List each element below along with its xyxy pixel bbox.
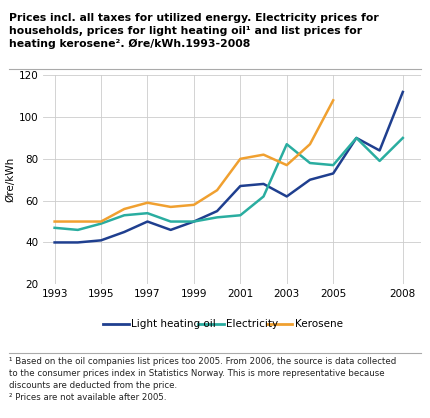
Kerosene xyxy=(52,219,57,224)
Light heating oil xyxy=(377,148,382,153)
Light heating oil xyxy=(238,184,243,189)
Kerosene xyxy=(215,188,220,193)
Electricity xyxy=(98,221,104,226)
Electricity xyxy=(168,219,173,224)
Light heating oil xyxy=(400,89,405,94)
Light heating oil xyxy=(98,238,104,243)
Light heating oil xyxy=(284,194,289,199)
Electricity xyxy=(215,215,220,220)
Light heating oil xyxy=(354,135,359,140)
Line: Light heating oil: Light heating oil xyxy=(55,92,403,242)
Electricity xyxy=(75,227,80,232)
Kerosene xyxy=(168,204,173,209)
Text: Light heating oil: Light heating oil xyxy=(131,319,216,329)
Kerosene xyxy=(331,98,336,103)
Light heating oil xyxy=(331,171,336,176)
Text: ¹ Based on the oil companies list prices too 2005. From 2006, the source is data: ¹ Based on the oil companies list prices… xyxy=(9,357,396,402)
Kerosene xyxy=(145,200,150,205)
Electricity xyxy=(238,213,243,218)
Electricity xyxy=(331,163,336,168)
Light heating oil xyxy=(191,219,197,224)
Kerosene xyxy=(98,219,104,224)
Electricity xyxy=(307,161,313,166)
Kerosene xyxy=(75,219,80,224)
Kerosene xyxy=(122,206,127,212)
Kerosene xyxy=(307,142,313,147)
Electricity xyxy=(261,194,266,199)
Electricity xyxy=(52,225,57,230)
Electricity xyxy=(191,219,197,224)
Kerosene xyxy=(238,156,243,161)
Light heating oil xyxy=(52,240,57,245)
Light heating oil xyxy=(75,240,80,245)
Line: Electricity: Electricity xyxy=(55,138,403,230)
Light heating oil xyxy=(215,209,220,214)
Line: Kerosene: Kerosene xyxy=(55,100,333,222)
Electricity xyxy=(284,142,289,147)
Text: Kerosene: Kerosene xyxy=(295,319,343,329)
Electricity xyxy=(122,213,127,218)
Light heating oil xyxy=(261,181,266,186)
Text: Prices incl. all taxes for utilized energy. Electricity prices for
households, p: Prices incl. all taxes for utilized ener… xyxy=(9,13,378,49)
Text: Electricity: Electricity xyxy=(226,319,278,329)
Light heating oil xyxy=(145,219,150,224)
Kerosene xyxy=(261,152,266,157)
Electricity xyxy=(145,211,150,216)
Electricity xyxy=(400,135,405,140)
Electricity xyxy=(354,135,359,140)
Light heating oil xyxy=(168,227,173,232)
Light heating oil xyxy=(307,177,313,182)
Kerosene xyxy=(284,163,289,168)
Light heating oil xyxy=(122,229,127,234)
Y-axis label: Øre/kWh: Øre/kWh xyxy=(6,157,15,202)
Electricity xyxy=(377,158,382,163)
Kerosene xyxy=(191,202,197,207)
